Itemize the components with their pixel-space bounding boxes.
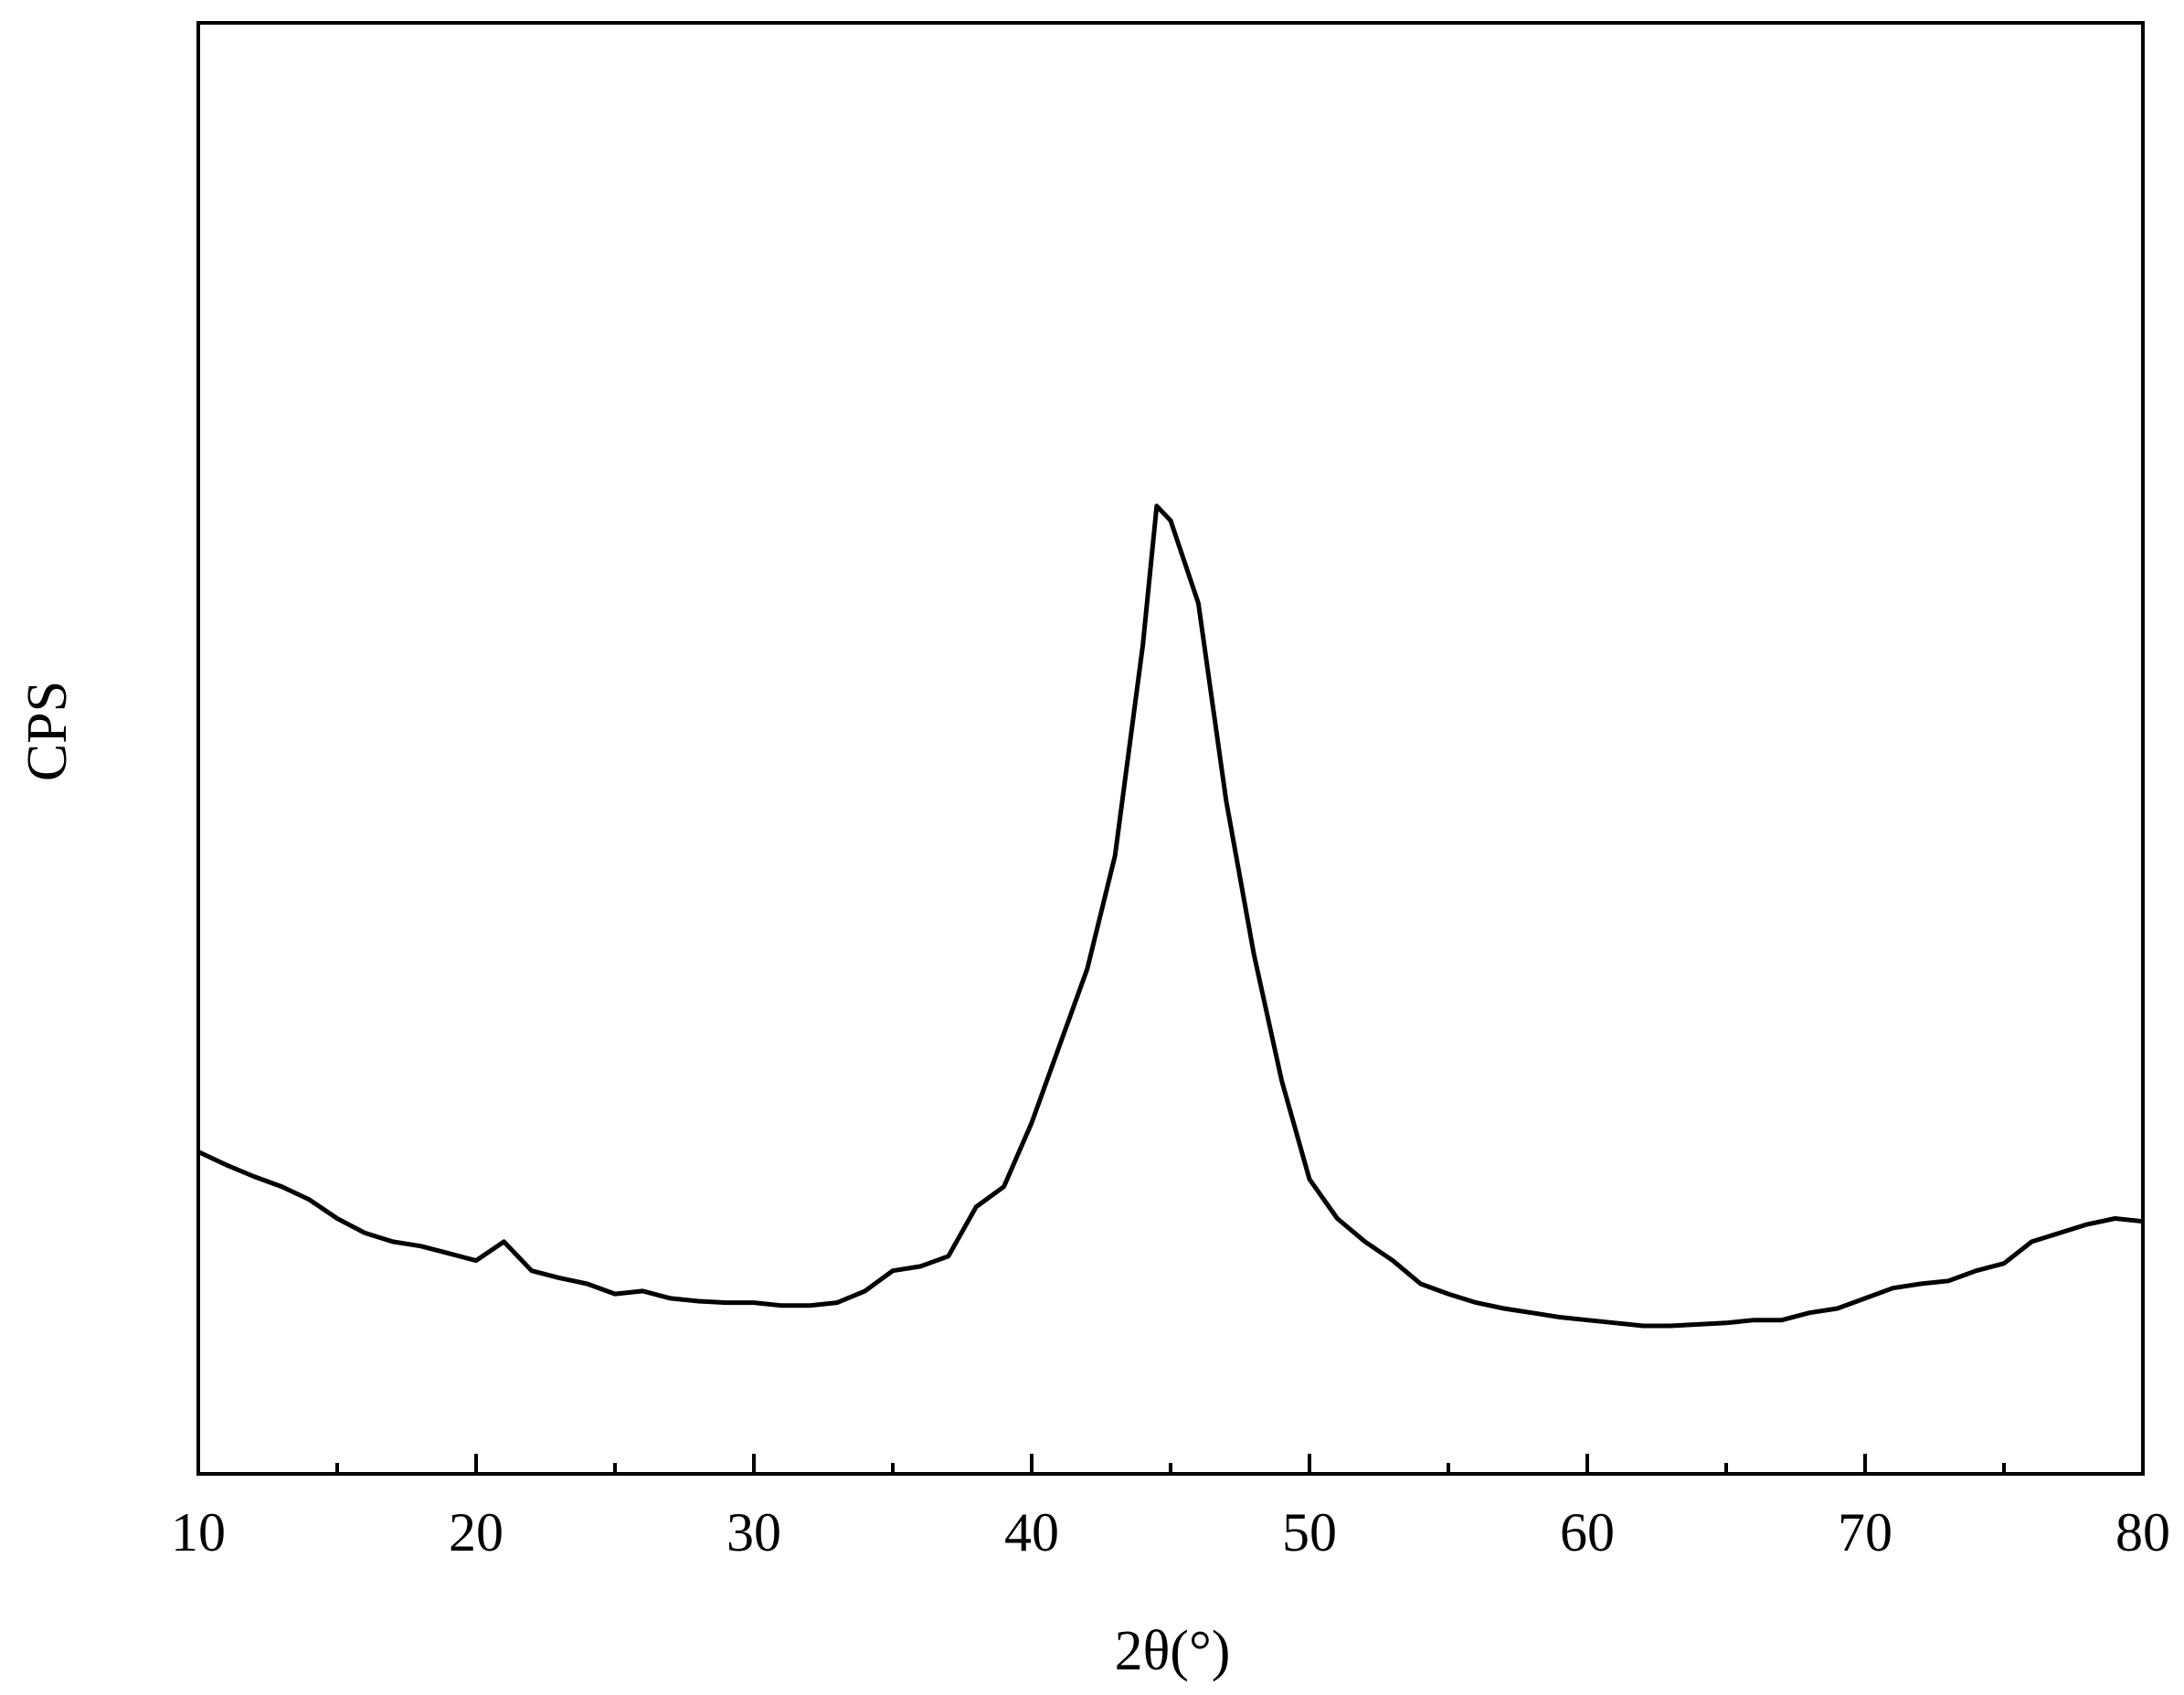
x-tick-label: 60: [1560, 1502, 1615, 1563]
x-axis-label: 2θ(°): [1115, 1620, 1231, 1682]
x-tick-label: 30: [726, 1502, 781, 1563]
y-axis-label: CPS: [16, 681, 79, 781]
x-tick-label: 70: [1838, 1502, 1892, 1563]
x-tick-label: 50: [1282, 1502, 1337, 1563]
plot-frame: [196, 21, 2145, 1476]
data-line: [196, 503, 2144, 1329]
x-tick-label: 10: [171, 1502, 226, 1563]
x-tick-label: 20: [449, 1502, 504, 1563]
x-tick-label: 80: [2115, 1502, 2170, 1563]
x-tick-label: 40: [1004, 1502, 1059, 1563]
